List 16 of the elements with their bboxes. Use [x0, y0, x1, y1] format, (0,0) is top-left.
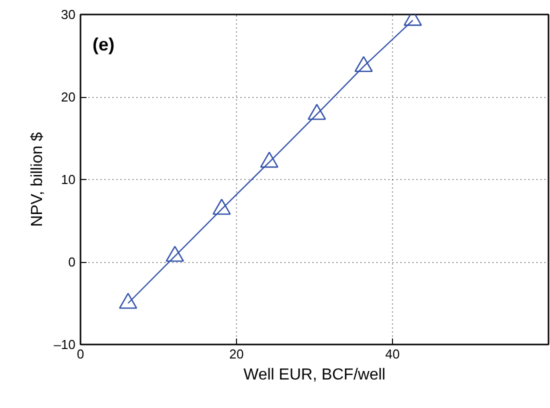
- point: [166, 246, 184, 262]
- point: [212, 198, 231, 215]
- point: [308, 104, 326, 120]
- x-tick-label: 40: [385, 346, 400, 362]
- x-axis-title: Well EUR, BCF/well: [244, 366, 386, 384]
- y-axis-title: NPV, billion $: [28, 132, 46, 227]
- point: [118, 292, 138, 309]
- y-tick-label: –10: [54, 337, 76, 352]
- annotation: (e): [92, 34, 115, 54]
- y-tick-label: 20: [61, 90, 76, 104]
- y-tick-label: 0: [68, 254, 76, 270]
- point: [260, 152, 278, 168]
- x-tick-label: 20: [229, 346, 244, 362]
- y-tick-label: 10: [61, 172, 76, 187]
- point: [354, 56, 373, 72]
- y-tick-label: 30: [61, 7, 76, 22]
